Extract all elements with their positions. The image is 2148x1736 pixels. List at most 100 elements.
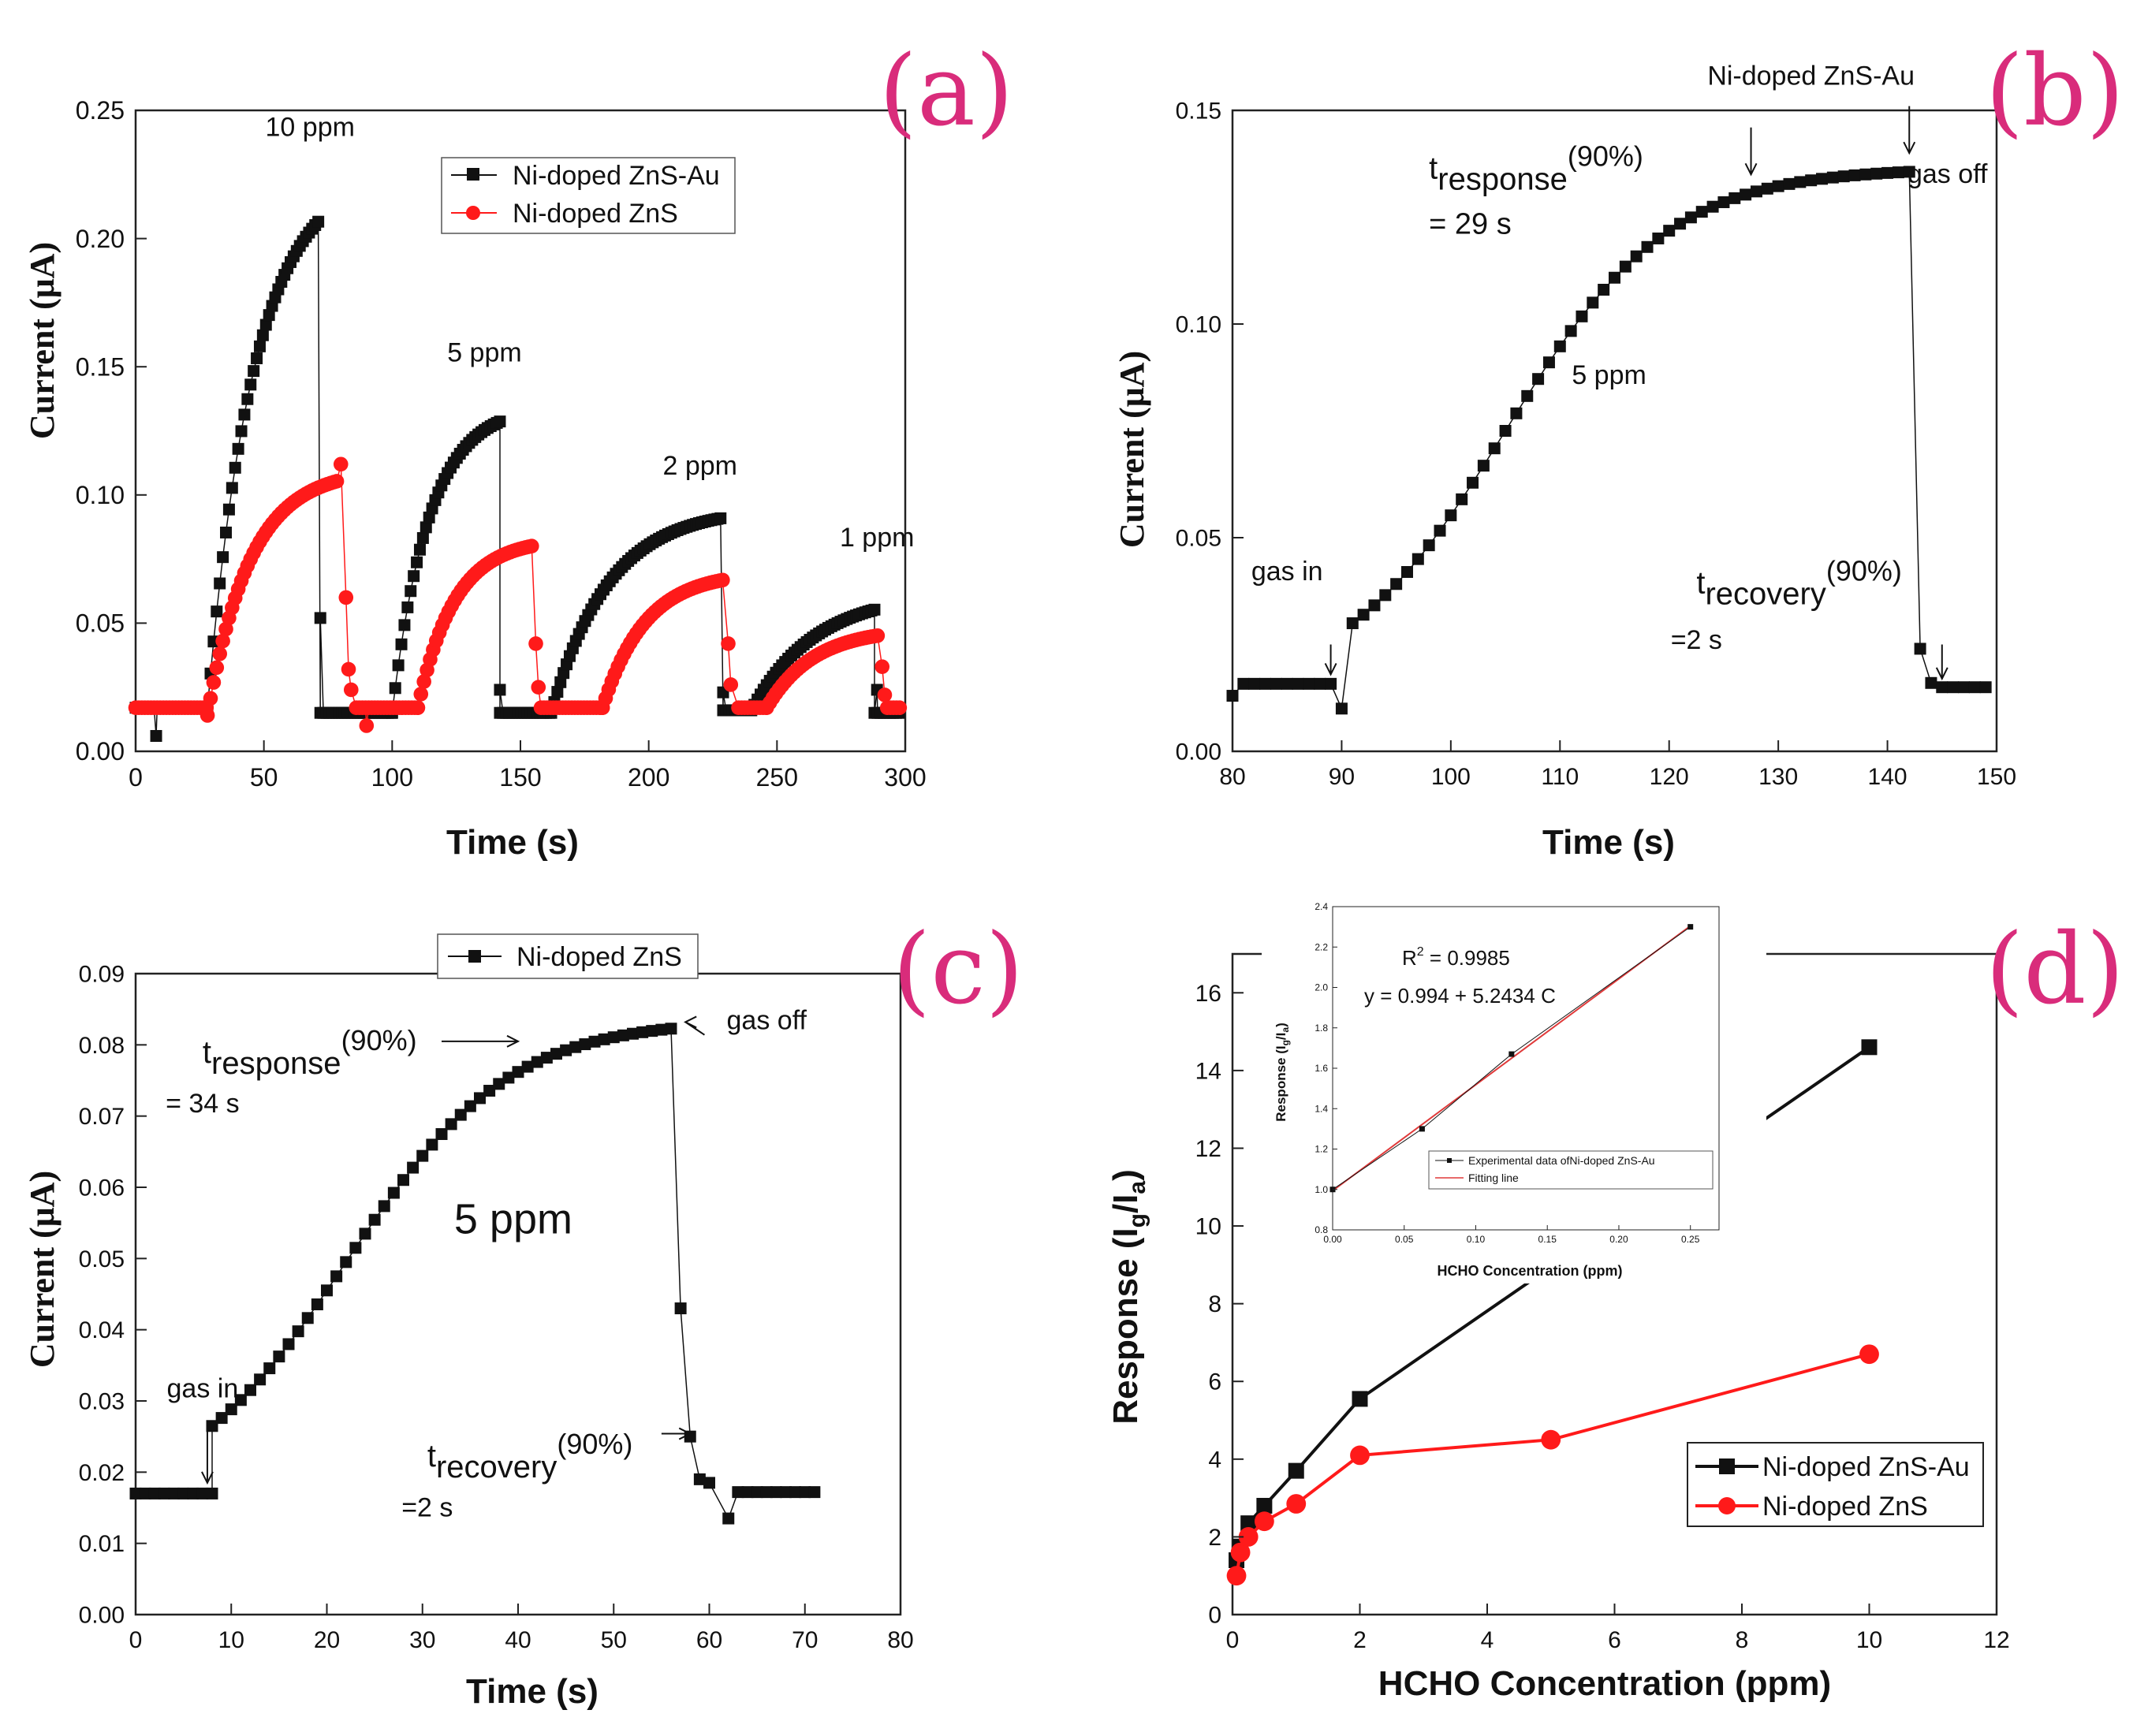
c-series-0-point-34 [445,1118,457,1131]
b-series-0-point-67 [1957,681,1970,694]
b-x-tick-label-3: 110 [1541,764,1579,790]
a-x-tick-label-4: 200 [628,763,669,792]
c-series-0-point-46 [560,1044,572,1056]
a-series-0-point-31 [220,526,233,538]
c-y-tick-label-5: 0.05 [79,1246,125,1272]
c-x-tick-label-2: 20 [314,1627,340,1653]
panel-d-legend-marker-znsau [1719,1458,1735,1474]
c-series-0-point-5 [177,1487,190,1499]
c-y-tick-label-4: 0.04 [79,1317,125,1343]
c-y-tick-label-3: 0.03 [79,1389,125,1415]
c-pointer-head-0 [506,1034,520,1048]
c-y-tick-label-7: 0.07 [79,1104,125,1130]
b-series-0-point-32 [1576,310,1588,322]
b-series-0-point-13 [1368,599,1381,612]
c-series-0-point-14 [254,1373,267,1386]
b-series-0-point-62 [1903,166,1915,178]
d-y-tick-label-8: 16 [1195,981,1221,1007]
d-y-tick-label-6: 12 [1195,1136,1221,1162]
inset-legend-marker-data [1447,1158,1452,1163]
c-y-tick-label-9: 0.09 [79,962,125,988]
c-series-0-point-66 [760,1486,773,1499]
c-series-0-point-64 [741,1486,754,1499]
b-x-tick-label-1: 90 [1329,764,1355,790]
panel-a-y-axis-title: Current (μA) [23,242,62,439]
c-series-0-point-33 [435,1127,448,1140]
a-series-0-point-38 [241,393,254,405]
c-series-0-point-9 [206,1420,218,1432]
c-series-0-point-63 [732,1486,744,1499]
i-x-tick-label-3: 0.15 [1538,1234,1557,1245]
b-series-0-point-1 [1237,677,1250,690]
a-series-1-point-24 [200,708,215,723]
c-series-0-point-68 [780,1486,792,1499]
d-series-0-point-6 [1861,1039,1878,1056]
c-annotation-4: =2 s [401,1492,453,1522]
c-series-0-point-42 [521,1060,534,1073]
c-series-0-point-31 [416,1149,429,1162]
panel-c-legend-label: Ni-doped ZnS [516,942,682,972]
c-series-0-point-17 [282,1338,295,1350]
b-series-0-point-18 [1423,539,1435,552]
c-x-tick-label-7: 70 [792,1627,818,1653]
a-x-tick-label-6: 300 [884,763,926,792]
b-series-0-point-46 [1728,192,1741,204]
c-series-0-point-19 [301,1312,314,1324]
c-series-0-point-7 [196,1487,209,1499]
b-series-0-point-28 [1532,373,1545,386]
panel-d-legend-box [1687,1442,1984,1527]
a-series-0-point-95 [411,556,423,568]
c-series-0-point-54 [636,1026,649,1038]
d-x-tick-label-1: 2 [1353,1627,1367,1653]
c-series-0-point-25 [359,1227,371,1240]
c-x-tick-label-5: 50 [601,1627,627,1653]
a-series-1-point-29 [215,633,230,649]
panel-d-legend-label-zns: Ni-doped ZnS [1762,1492,1928,1522]
panel-d: 0 2 4 6 8 10 12 0 2 4 6 8 10 12 14 16 HCHO Concentrati… [1106,889,2124,1703]
a-series-0-point-44 [259,319,272,331]
b-series-0-point-25 [1499,425,1512,437]
a-series-0-point-35 [232,442,244,455]
c-series-0-point-16 [273,1350,285,1363]
a-annotation-2: 2 ppm [662,451,737,481]
b-series-0-point-58 [1859,168,1872,181]
c-series-0-point-26 [368,1213,381,1226]
c-series-0-point-28 [387,1187,400,1199]
d-series-1-point-6 [1541,1429,1561,1450]
inset-r2-text: R2 = 0.9985 [1402,945,1510,970]
c-series-0-point-44 [540,1052,553,1064]
inset-legend-label-fit: Fitting line [1468,1172,1519,1184]
c-y-tick-label-1: 0.01 [79,1531,125,1557]
panel-a-x-ticks: 0 50 100 150 200 250 300 [129,740,927,792]
c-series-0-point-35 [454,1108,467,1121]
c-pointer-head-1 [678,1427,692,1440]
d-y-tick-label-4: 8 [1208,1291,1221,1317]
a-series-0-point-39 [244,378,257,391]
b-series-0-point-44 [1706,200,1719,213]
d-series-1-point-7 [1859,1344,1879,1365]
b-rich-annotation-0-line2: = 29 s [1429,208,1512,241]
a-series-1-point-67 [333,456,349,472]
panel-d-label: (d) [1986,913,2124,1026]
c-series-0-point-55 [646,1025,658,1038]
b-series-0-point-61 [1892,166,1904,179]
b-series-0-point-20 [1445,509,1457,522]
a-series-0-point-96 [413,543,426,556]
b-y-tick-label-1: 0.05 [1176,526,1221,552]
b-series-0-point-10 [1335,702,1348,715]
a-annotation-1: 5 ppm [447,338,522,368]
b-series-0-point-21 [1456,493,1468,505]
panel-d-legend-marker-zns [1718,1497,1736,1514]
panel-c-label: (c) [893,913,1024,1026]
a-series-0-point-143 [551,686,564,698]
b-x-tick-label-0: 80 [1219,764,1245,790]
b-series-0-point-16 [1400,566,1413,579]
b-series-0-point-43 [1695,206,1708,218]
a-series-1-point-194 [721,636,736,651]
a-series-1-point-30 [218,621,233,637]
c-arrow-0-head [201,1471,214,1485]
c-annotation-0: gas off [727,1005,807,1035]
c-series-0-point-15 [263,1362,276,1375]
b-series-0-point-26 [1510,407,1523,419]
panel-a-legend-marker-znsau [467,168,479,181]
